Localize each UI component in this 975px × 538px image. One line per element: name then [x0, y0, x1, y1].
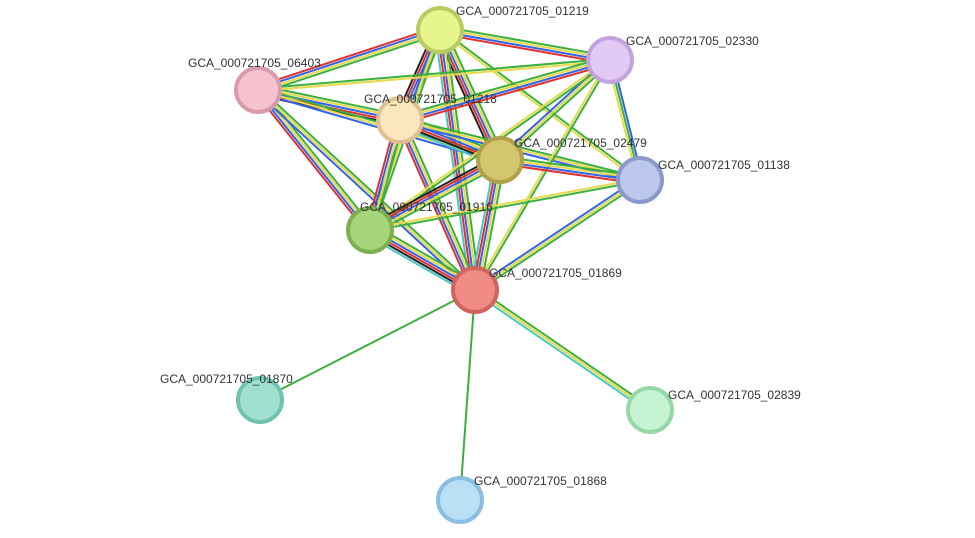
node-label: GCA_000721705_01868	[474, 474, 607, 488]
edge	[440, 29, 610, 59]
node-n1870[interactable]	[238, 378, 282, 422]
node-circle[interactable]	[628, 388, 672, 432]
node-circle[interactable]	[236, 68, 280, 112]
network-diagram: GCA_000721705_01219GCA_000721705_06403GC…	[0, 0, 975, 538]
node-n1219[interactable]	[418, 8, 462, 52]
node-n1138[interactable]	[618, 158, 662, 202]
edges-group	[255, 26, 651, 500]
node-circle[interactable]	[348, 208, 392, 252]
node-n1218[interactable]	[378, 98, 422, 142]
edge	[439, 34, 609, 64]
edge	[476, 182, 641, 292]
node-n2330[interactable]	[588, 38, 632, 82]
edge	[476, 288, 651, 408]
node-label: GCA_000721705_01138	[658, 158, 790, 172]
node-n1868[interactable]	[438, 478, 482, 522]
node-n2839[interactable]	[628, 388, 672, 432]
edge	[475, 290, 650, 410]
node-circle[interactable]	[618, 158, 662, 202]
node-circle[interactable]	[588, 38, 632, 82]
node-circle[interactable]	[438, 478, 482, 522]
edge	[474, 292, 649, 412]
node-label: GCA_000721705_02330	[626, 34, 759, 48]
node-label: GCA_000721705_02839	[668, 388, 801, 402]
node-n1916[interactable]	[348, 208, 392, 252]
node-label: GCA_000721705_01219	[456, 4, 589, 18]
node-circle[interactable]	[378, 98, 422, 142]
edge	[260, 290, 475, 400]
edge	[460, 290, 475, 500]
node-n2479[interactable]	[478, 138, 522, 182]
node-n6403[interactable]	[236, 68, 280, 112]
node-n1869[interactable]	[453, 268, 497, 312]
node-circle[interactable]	[453, 268, 497, 312]
node-circle[interactable]	[238, 378, 282, 422]
node-circle[interactable]	[418, 8, 462, 52]
node-circle[interactable]	[478, 138, 522, 182]
